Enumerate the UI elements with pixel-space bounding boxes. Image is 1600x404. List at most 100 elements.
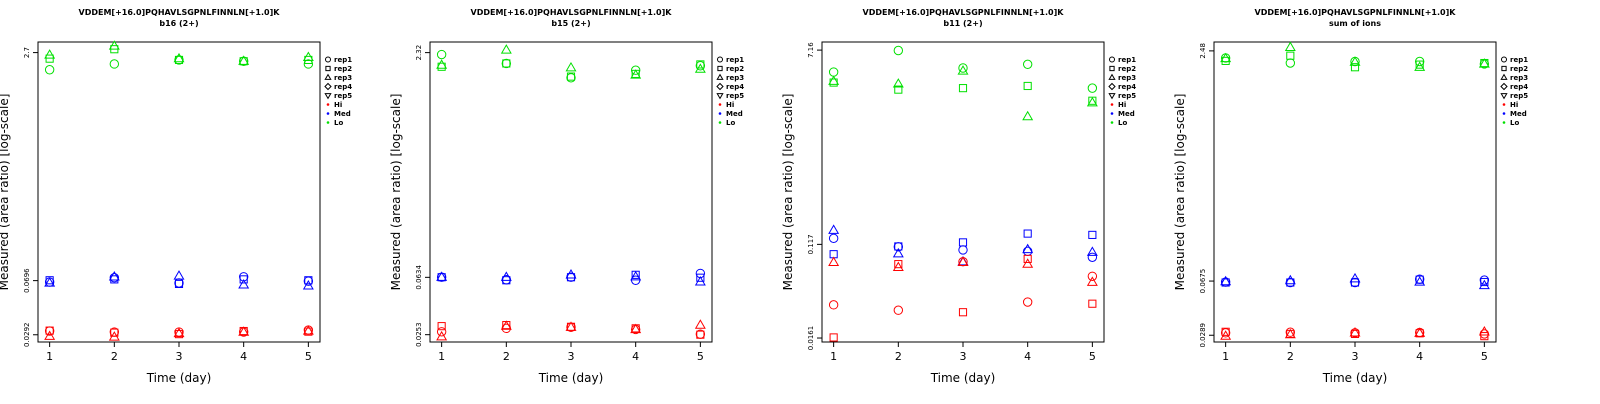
data-point-hi-rep3 [694, 319, 706, 329]
y-tick-label: 0.0292 [23, 323, 31, 348]
data-point-hi-rep3 [1414, 327, 1426, 337]
data-point-hi-rep1 [1285, 327, 1296, 337]
legend-dot-med [1502, 112, 1506, 115]
data-point-hi-rep1 [1087, 271, 1098, 282]
chart-panel: VDDEM[+16.0]PQHAVLSGPNLFINNLN[+1.0]K b16 … [0, 8, 352, 385]
legend-label: rep4 [1118, 83, 1136, 91]
x-tick-label: 2 [895, 350, 902, 363]
legend-label: Med [1510, 110, 1527, 118]
x-tick-label: 2 [1287, 350, 1294, 363]
data-point-hi-rep3 [1284, 328, 1296, 339]
chart-panel: VDDEM[+16.0]PQHAVLSGPNLFINNLN[+1.0]K sum … [1173, 8, 1528, 385]
data-point-lo-rep1 [630, 65, 641, 75]
data-point-med-rep3 [565, 268, 577, 279]
legend-marker-rep1 [1109, 56, 1115, 63]
data-point-lo-rep1 [501, 58, 512, 69]
data-point-lo-rep2 [1350, 63, 1360, 72]
x-axis-label: Time (day) [930, 371, 996, 385]
y-tick-label: 0.0289 [1199, 323, 1207, 348]
data-point-med-rep2 [110, 275, 119, 284]
data-point-hi-rep3 [1022, 258, 1034, 268]
legend-label: rep3 [1118, 74, 1136, 82]
x-tick-label: 3 [960, 350, 967, 363]
data-point-lo-rep2 [1415, 60, 1424, 69]
data-point-hi-rep1 [1022, 297, 1033, 307]
chart-subtitle: b15 (2+) [551, 19, 590, 28]
y-axis-label: Measured (area ratio) [log-scale] [389, 94, 403, 291]
legend-label: rep2 [726, 65, 744, 73]
legend-label: Med [334, 110, 351, 118]
data-point-med-rep2 [304, 276, 313, 285]
y-axis-label: Measured (area ratio) [log-scale] [1173, 94, 1187, 291]
data-point-hi-rep3 [1349, 327, 1361, 337]
data-point-lo-rep2 [1286, 51, 1295, 60]
data-point-hi-rep3 [828, 256, 840, 266]
x-tick-label: 3 [176, 350, 183, 363]
x-tick-label: 3 [568, 350, 575, 363]
legend-label: rep3 [334, 74, 352, 82]
chart-subtitle: b16 (2+) [159, 19, 198, 28]
data-point-hi-rep3 [436, 330, 448, 341]
legend-marker-rep4 [324, 82, 332, 91]
legend-marker-rep2 [717, 65, 723, 72]
data-point-lo-rep1 [1087, 83, 1098, 93]
data-point-hi-rep3 [1220, 330, 1232, 340]
data-point-med-rep2 [1088, 230, 1097, 239]
data-point-med-rep3 [1349, 272, 1361, 283]
data-point-med-rep3 [500, 271, 512, 281]
legend-label: rep2 [1118, 65, 1136, 73]
legend-dot-med [1110, 112, 1114, 115]
data-point-lo-rep1 [695, 61, 706, 71]
x-tick-label: 4 [240, 350, 247, 363]
data-point-med-rep1 [828, 233, 839, 244]
data-point-lo-rep1 [174, 55, 184, 65]
data-point-med-rep3 [630, 270, 642, 281]
data-point-med-rep2 [1023, 229, 1032, 238]
x-tick-label: 3 [1352, 350, 1359, 363]
data-point-hi-rep2 [958, 308, 968, 317]
legend-dot-lo [718, 121, 722, 124]
y-tick-label: 2.48 [1199, 43, 1207, 59]
data-point-lo-rep3 [1284, 41, 1296, 52]
legend-dot-hi [1110, 103, 1114, 106]
data-point-lo-rep1 [1285, 58, 1296, 68]
legend-marker-rep2 [1501, 65, 1507, 72]
data-point-med-rep3 [436, 271, 448, 281]
legend-label: Lo [334, 119, 343, 127]
data-point-med-rep2 [239, 275, 248, 284]
data-point-med-rep1 [958, 245, 968, 255]
data-point-hi-rep1 [893, 305, 904, 315]
legend-label: Lo [726, 119, 735, 127]
data-point-hi-rep2 [829, 333, 838, 342]
data-point-hi-rep3 [957, 256, 969, 266]
legend-label: Hi [334, 101, 342, 109]
data-point-hi-rep1 [1479, 329, 1490, 339]
legend-label: rep1 [1118, 56, 1136, 64]
legend-label: rep5 [726, 92, 744, 100]
data-point-lo-rep1 [44, 65, 55, 75]
legend-label: rep3 [1510, 74, 1528, 82]
data-point-med-rep1 [1350, 277, 1360, 288]
chart-title: VDDEM[+16.0]PQHAVLSGPNLFINNLN[+1.0]K [471, 8, 673, 17]
x-tick-label: 5 [1089, 350, 1096, 363]
legend-dot-hi [326, 103, 330, 106]
data-point-med-rep3 [1022, 243, 1034, 254]
legend-marker-rep5 [716, 93, 724, 100]
x-axis-label: Time (day) [146, 371, 212, 385]
data-point-med-rep2 [894, 242, 903, 251]
legend-label: Lo [1510, 119, 1519, 127]
data-point-hi-rep3 [302, 325, 314, 335]
data-point-lo-rep2 [958, 84, 968, 93]
y-tick-label: 2.7 [23, 47, 31, 58]
data-point-lo-rep1 [109, 59, 120, 69]
legend-dot-med [326, 112, 330, 115]
y-tick-label: 7.16 [807, 42, 815, 58]
data-point-hi-rep2 [437, 322, 446, 331]
data-point-med-rep3 [108, 270, 120, 281]
y-tick-label: 0.0634 [415, 265, 423, 290]
legend-marker-rep3 [1500, 73, 1508, 80]
data-point-med-rep2 [1415, 275, 1424, 284]
legend-marker-rep5 [1108, 93, 1116, 100]
plot-frame [821, 41, 1105, 343]
legend-label: rep5 [334, 92, 352, 100]
